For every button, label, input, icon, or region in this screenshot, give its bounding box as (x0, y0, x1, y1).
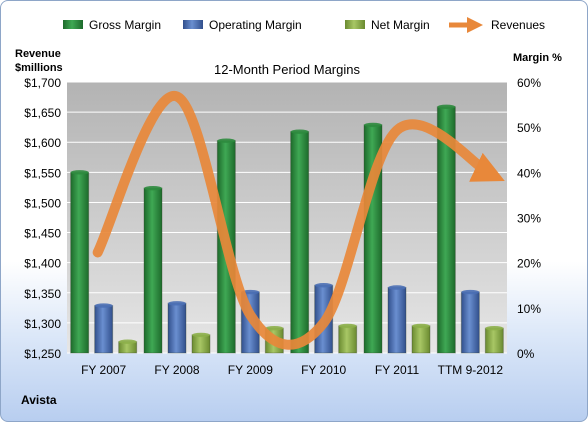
bar-cap (192, 332, 210, 338)
legend-swatch-gross-margin (63, 20, 83, 29)
bar-operating-margin (387, 287, 407, 354)
category-label: FY 2010 (301, 363, 346, 377)
category-label: FY 2009 (228, 363, 273, 377)
revenue-line-group (92, 91, 505, 350)
category-label: FY 2011 (375, 363, 420, 377)
right-tick-label: 10% (517, 302, 541, 316)
left-tick-label: $1,450 (24, 227, 61, 241)
legend-swatch-operating-margin (183, 20, 203, 29)
left-tick-label: $1,600 (24, 136, 61, 150)
bar-net-margin (411, 325, 431, 354)
category-label: FY 2008 (154, 363, 199, 377)
legend-label-gross-margin: Gross Margin (89, 18, 161, 32)
right-axis-title: Margin % (513, 52, 562, 64)
right-tick-label: 40% (517, 166, 541, 180)
bar-cap (364, 122, 382, 128)
left-axis-title-line1: Revenue (15, 48, 61, 60)
legend-label-revenues: Revenues (491, 18, 545, 32)
bar-operating-margin (167, 302, 187, 354)
right-tick-label: 20% (517, 257, 541, 271)
bar-cap (265, 325, 284, 331)
bar-cap (314, 283, 333, 288)
left-tick-label: $1,550 (24, 166, 61, 180)
bar-cap (70, 170, 89, 175)
left-tick-label: $1,700 (24, 76, 61, 90)
right-tick-label: 60% (517, 76, 541, 90)
legend-label-net-margin: Net Margin (371, 18, 430, 32)
bar-operating-margin (460, 291, 480, 354)
bar-cap (168, 301, 186, 306)
legend: Gross Margin Operating Margin Net Margin… (63, 16, 545, 34)
left-tick-label: $1,400 (24, 257, 61, 271)
category-label: FY 2007 (81, 363, 126, 377)
category-label: TTM 9-2012 (438, 363, 504, 377)
right-tick-label: 50% (517, 121, 541, 135)
bar-cap (485, 325, 504, 331)
bar-cap (388, 285, 406, 290)
legend-swatch-net-margin (345, 20, 365, 29)
bar-cap (412, 323, 430, 329)
bar-cap (217, 138, 236, 143)
tick-labels: $1,250 $1,300 $1,350 $1,400 $1,450 $1,500 $1,5… (24, 76, 541, 377)
bar-net-margin (338, 325, 358, 354)
revenue-line (92, 91, 505, 350)
bar-cap (144, 185, 162, 191)
bar-gross-margin (143, 187, 163, 354)
left-tick-label: $1,350 (24, 287, 61, 301)
right-tick-label: 30% (517, 212, 541, 226)
bar-cap (461, 289, 480, 295)
company-name: Avista (21, 393, 57, 407)
left-tick-label: $1,250 (24, 347, 61, 361)
bar-gross-margin (70, 171, 90, 354)
bar-cap (94, 303, 113, 308)
bar-cap (118, 339, 137, 344)
bar-operating-margin (94, 305, 114, 354)
left-tick-label: $1,500 (24, 196, 61, 210)
bar-net-margin (191, 334, 211, 354)
legend-label-operating-margin: Operating Margin (209, 18, 302, 32)
left-tick-label: $1,650 (24, 106, 61, 120)
left-axis-title-line2: $millions (15, 62, 63, 74)
chart-title: 12-Month Period Margins (214, 62, 360, 77)
bar-cap (437, 104, 456, 110)
left-tick-label: $1,300 (24, 317, 61, 331)
bar-cap (338, 323, 357, 329)
bar-gross-margin (290, 131, 310, 354)
bar-net-margin (484, 327, 504, 354)
bar-cap (241, 289, 260, 295)
bar-cap (290, 129, 309, 134)
right-tick-label: 0% (517, 347, 535, 361)
